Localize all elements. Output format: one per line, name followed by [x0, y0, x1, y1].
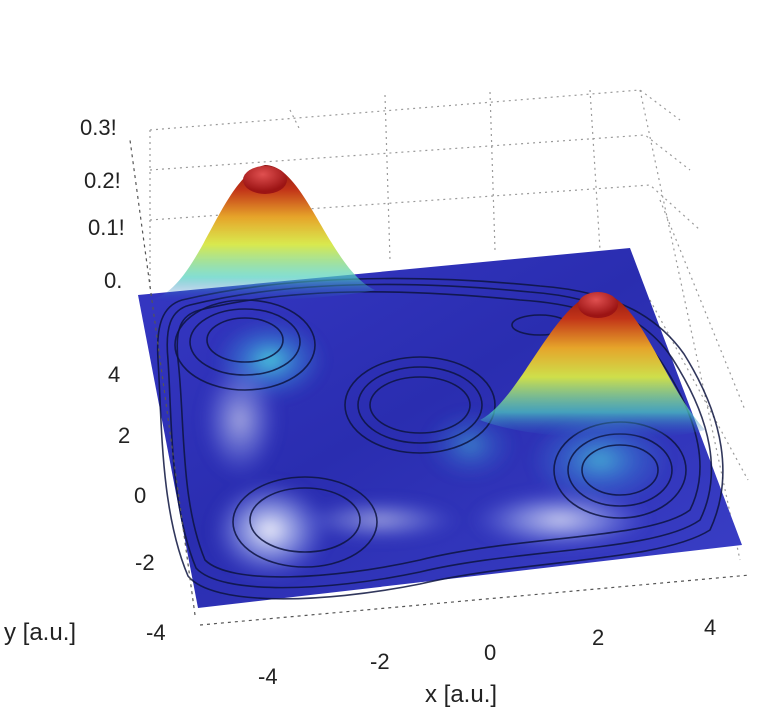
- z-tick-label: 0.: [104, 268, 122, 293]
- z-tick-label: 0.3!: [80, 115, 117, 140]
- x-tick-label: 2: [592, 625, 604, 650]
- z-tick-label: 0.2!: [84, 168, 121, 193]
- y-tick-label: 4: [108, 362, 120, 387]
- y-tick-label: -2: [135, 550, 155, 575]
- z-tick-label: 0.1!: [88, 215, 125, 240]
- y-tick-label: -4: [146, 620, 166, 645]
- peak-left: [150, 165, 375, 302]
- x-axis-ticks: -4 -2 0 2 4: [258, 615, 716, 689]
- x-tick-label: -4: [258, 664, 278, 689]
- x-axis-label: x [a.u.]: [425, 681, 497, 708]
- grid-box: [149, 89, 749, 561]
- y-tick-label: 2: [118, 423, 130, 448]
- x-tick-label: -2: [370, 649, 390, 674]
- y-axis-label: y [a.u.]: [4, 619, 76, 646]
- z-axis-ticks: 0.3! 0.2! 0.1! 0.: [80, 115, 125, 293]
- y-tick-label: 0: [134, 483, 146, 508]
- x-tick-label: 0: [484, 640, 496, 665]
- x-tick-label: 4: [704, 615, 716, 640]
- contour-lines: [156, 277, 724, 600]
- peak-right: [480, 292, 705, 439]
- axis-lines: [129, 139, 751, 626]
- y-axis-ticks: 4 2 0 -2 -4: [108, 362, 166, 645]
